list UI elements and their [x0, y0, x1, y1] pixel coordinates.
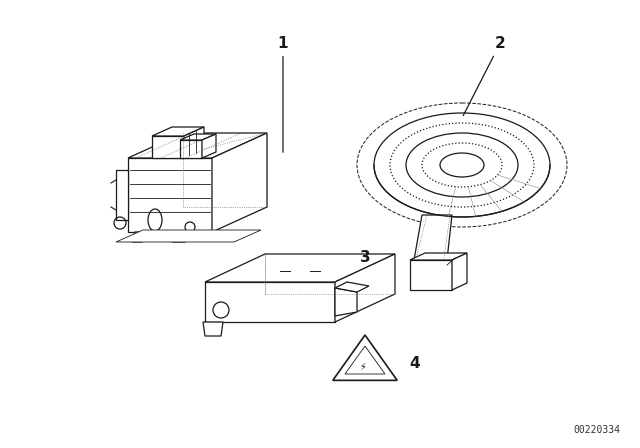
- Polygon shape: [410, 253, 467, 260]
- Polygon shape: [132, 232, 145, 242]
- Polygon shape: [205, 282, 335, 322]
- Polygon shape: [128, 133, 267, 158]
- Polygon shape: [414, 215, 452, 260]
- Polygon shape: [205, 254, 395, 282]
- Polygon shape: [452, 253, 467, 290]
- Polygon shape: [180, 140, 202, 158]
- Text: 3: 3: [360, 250, 371, 266]
- Polygon shape: [116, 230, 261, 242]
- Polygon shape: [212, 133, 267, 232]
- Text: 2: 2: [463, 36, 506, 116]
- Text: 1: 1: [278, 36, 288, 152]
- Text: 4: 4: [410, 356, 420, 370]
- Polygon shape: [184, 127, 204, 158]
- Polygon shape: [203, 322, 223, 336]
- Polygon shape: [128, 158, 212, 232]
- Polygon shape: [202, 134, 216, 158]
- Polygon shape: [116, 170, 128, 220]
- Polygon shape: [335, 282, 369, 292]
- Polygon shape: [335, 288, 357, 316]
- Text: 00220334: 00220334: [573, 425, 620, 435]
- Text: ⚡: ⚡: [360, 362, 367, 372]
- Polygon shape: [152, 136, 184, 158]
- Polygon shape: [152, 127, 204, 136]
- Polygon shape: [172, 232, 188, 242]
- Polygon shape: [180, 134, 216, 140]
- Polygon shape: [335, 254, 395, 322]
- Polygon shape: [410, 260, 452, 290]
